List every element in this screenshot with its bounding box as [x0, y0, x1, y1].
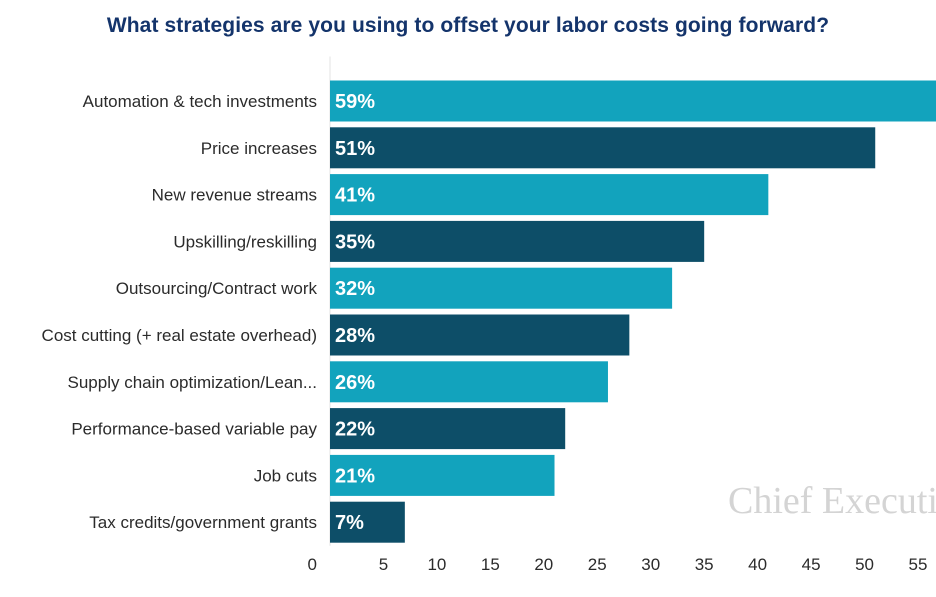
- watermark-text: Chief Executive: [728, 480, 936, 522]
- bar: [330, 220, 705, 262]
- chart-title: What strategies are you using to offset …: [106, 14, 830, 37]
- x-tick-label: 10: [427, 555, 446, 574]
- x-tick-label: 30: [641, 555, 660, 574]
- x-tick-label: 45: [802, 555, 821, 574]
- bar: [330, 174, 769, 216]
- category-label: Job cuts: [254, 466, 317, 485]
- category-label: Price increases: [201, 139, 317, 158]
- category-label: Outsourcing/Contract work: [116, 279, 318, 298]
- x-tick-label: 25: [588, 555, 607, 574]
- bar: [330, 408, 566, 450]
- category-label: Tax credits/government grants: [89, 513, 317, 532]
- data-label: 21%: [335, 465, 375, 487]
- data-label: 59%: [335, 91, 375, 113]
- data-label: 41%: [335, 185, 375, 207]
- bar: [330, 127, 876, 169]
- category-label: Performance-based variable pay: [71, 420, 317, 439]
- x-tick-label: 35: [695, 555, 714, 574]
- category-label: Cost cutting (+ real estate overhead): [42, 326, 317, 345]
- bar: [330, 314, 630, 356]
- data-label: 32%: [335, 278, 375, 300]
- x-tick-label: 0: [308, 555, 317, 574]
- x-tick-label: 5: [379, 555, 388, 574]
- x-tick-label: 40: [748, 555, 767, 574]
- bar: [330, 501, 405, 543]
- bar: [330, 361, 608, 403]
- data-label: 28%: [335, 325, 375, 347]
- data-label: 51%: [335, 138, 375, 160]
- category-label: Automation & tech investments: [83, 92, 317, 111]
- category-label: Upskilling/reskilling: [173, 232, 317, 251]
- x-tick-label: 20: [534, 555, 553, 574]
- x-tick-label: 15: [481, 555, 500, 574]
- bar: [330, 80, 936, 122]
- bar: [330, 454, 555, 496]
- data-label: 22%: [335, 419, 375, 441]
- x-tick-label: 55: [909, 555, 928, 574]
- data-label: 7%: [335, 512, 364, 534]
- data-label: 35%: [335, 231, 375, 253]
- x-tick-label: 50: [855, 555, 874, 574]
- bar: [330, 267, 673, 309]
- category-label: Supply chain optimization/Lean...: [68, 373, 318, 392]
- data-label: 26%: [335, 372, 375, 394]
- category-label: New revenue streams: [152, 186, 317, 205]
